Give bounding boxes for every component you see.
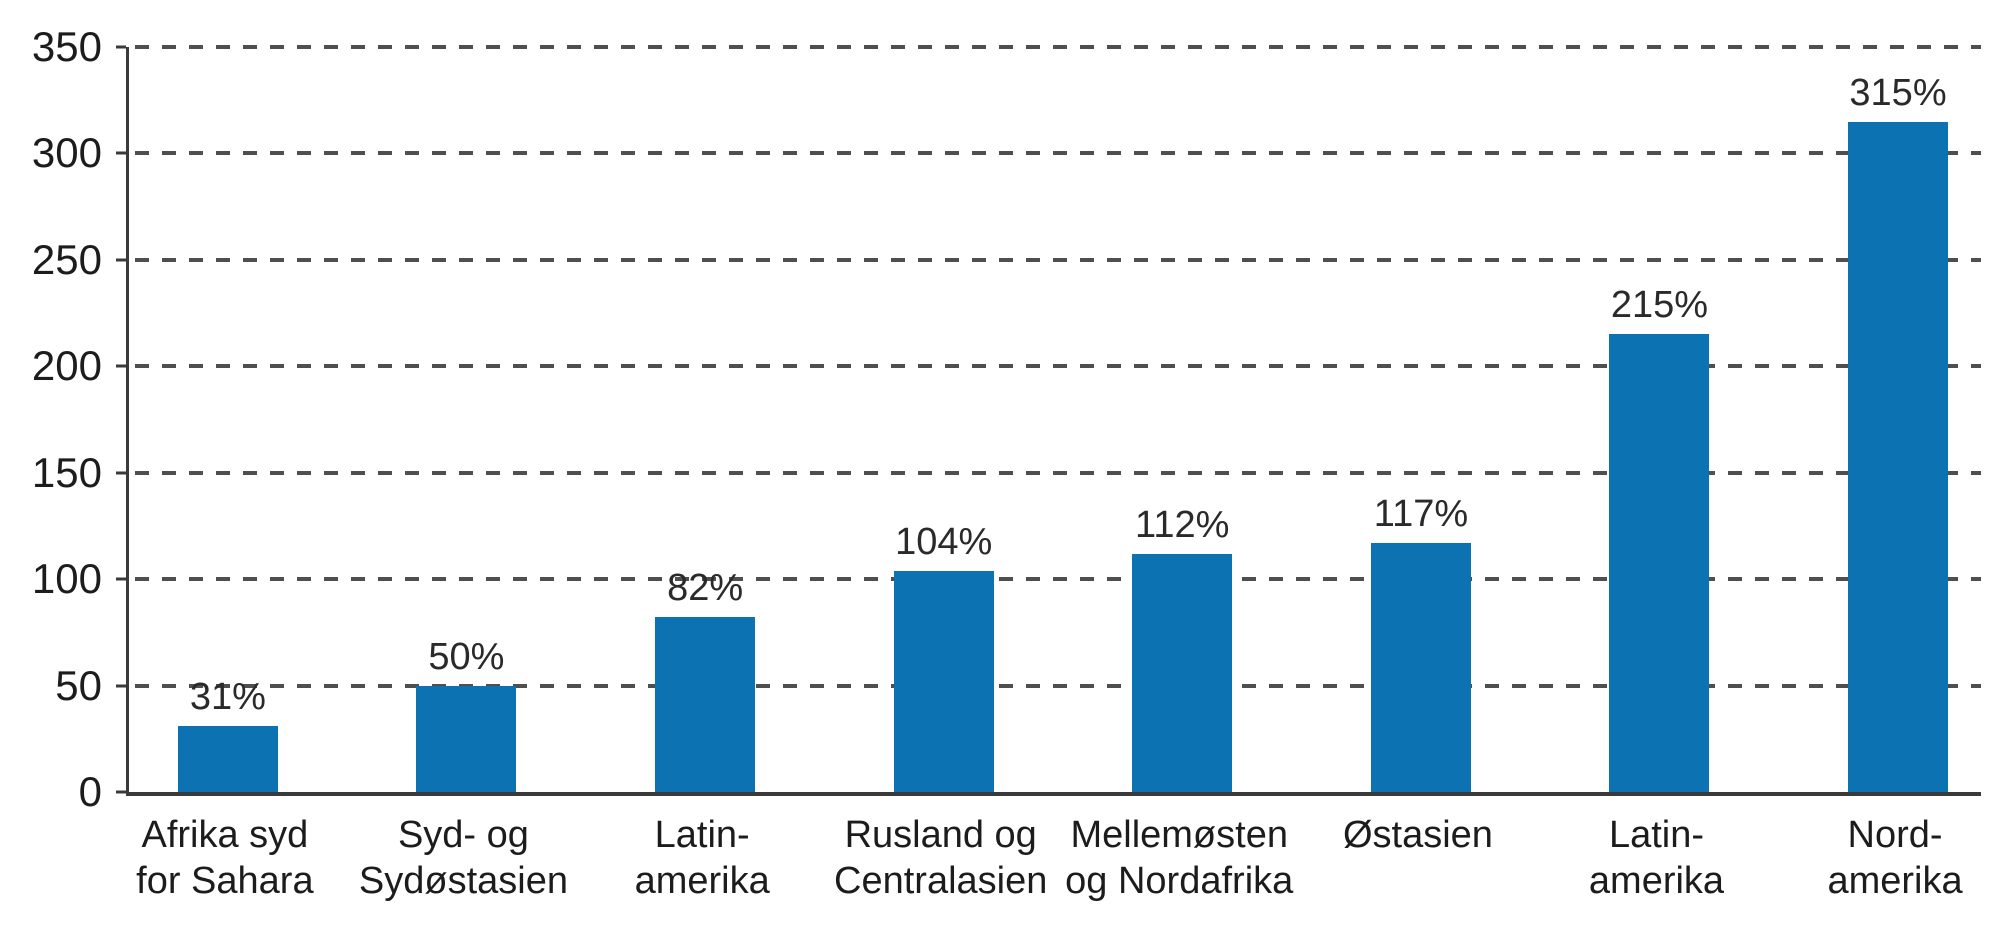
gridline xyxy=(135,683,1981,688)
y-axis-tick-label: 300 xyxy=(31,129,102,177)
y-axis-tick-label: 350 xyxy=(31,23,102,70)
y-axis-tick-label: 250 xyxy=(31,235,102,283)
bar: 31% xyxy=(177,678,278,792)
bar: 50% xyxy=(416,638,517,792)
bar: 117% xyxy=(1370,495,1471,792)
gridline xyxy=(135,470,1981,475)
gridline xyxy=(135,577,1981,582)
y-axis-tick-mark xyxy=(116,151,126,155)
y-axis-tick-labels: 0 50 100 150 200 250 300 350 xyxy=(0,26,102,813)
bar: 104% xyxy=(893,523,994,792)
bar: 315% xyxy=(1848,74,1949,792)
y-axis-tick-mark xyxy=(116,258,126,262)
bar-value-label: 31% xyxy=(189,676,266,719)
y-axis-tick-label: 150 xyxy=(31,448,102,496)
gridline xyxy=(135,151,1981,156)
bar-value-label: 50% xyxy=(428,635,505,678)
bar-value-label: 104% xyxy=(895,520,993,563)
y-axis-tick-mark xyxy=(116,684,126,688)
x-axis-category-labels: Afrika syd for Sahara Syd- og Sydøstasien La… xyxy=(126,812,1978,932)
y-axis-tick-label: 0 xyxy=(78,768,102,815)
bar: 112% xyxy=(1132,506,1233,792)
y-axis-tick-label: 200 xyxy=(31,342,102,390)
y-axis-tick-label: 50 xyxy=(55,661,102,709)
gridline xyxy=(135,364,1981,369)
bar-value-label: 117% xyxy=(1373,492,1469,535)
bar: 82% xyxy=(655,569,756,792)
x-axis-category-label: Afrika syd for Sahara xyxy=(136,814,314,903)
x-axis-category-label: Latin-amerika xyxy=(1588,814,1725,903)
bar-value-label: 315% xyxy=(1849,71,1947,114)
x-axis-category-label: Latin-amerika xyxy=(634,814,770,903)
y-axis-tick-mark xyxy=(116,364,126,368)
bar: 215% xyxy=(1609,286,1710,792)
y-axis-tick-mark xyxy=(116,471,126,475)
x-axis-category-label: Nord-amerika xyxy=(1827,814,1963,903)
plot-area: 31% 50% 82% 104% 112% 117% 215% 315% xyxy=(116,45,1981,796)
bar-value-label: 82% xyxy=(667,567,744,610)
bar-value-label: 215% xyxy=(1610,284,1709,327)
y-axis-tick-mark xyxy=(116,577,126,581)
bar-value-label: 112% xyxy=(1135,503,1230,546)
gridline xyxy=(135,257,1981,262)
x-axis-category-label: Østasien xyxy=(1342,814,1493,856)
x-axis-category-label: Mellemøsten og Nordafrika xyxy=(1065,814,1294,903)
x-axis-category-label: Syd- og Sydøstasien xyxy=(358,814,568,903)
gridline xyxy=(135,45,1981,49)
y-axis-tick-mark xyxy=(116,790,126,794)
y-axis-tick-label: 100 xyxy=(31,555,102,603)
y-axis-tick-mark xyxy=(116,45,126,49)
x-axis-category-label: Rusland og Centralasien xyxy=(834,814,1048,903)
